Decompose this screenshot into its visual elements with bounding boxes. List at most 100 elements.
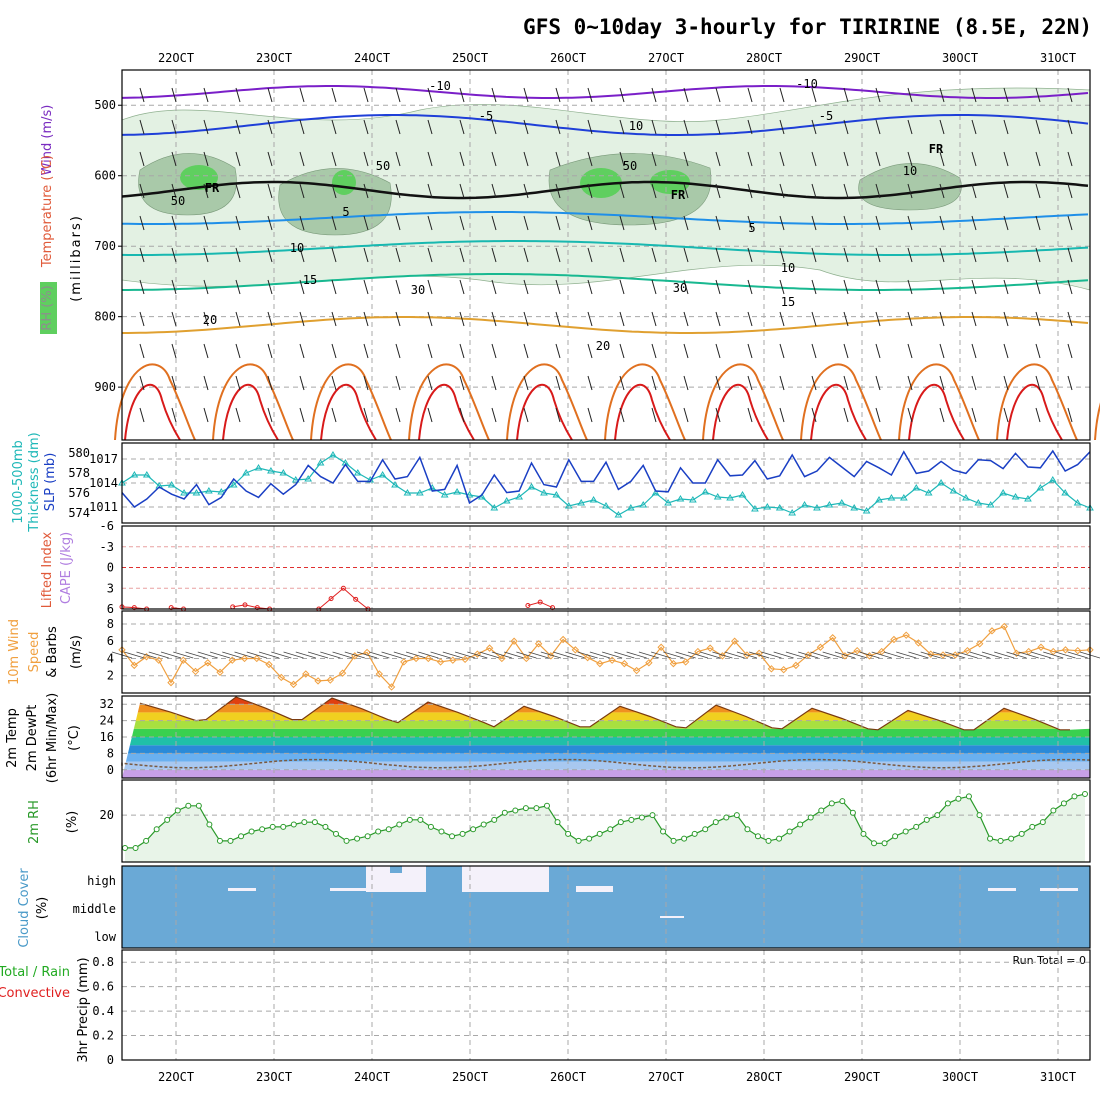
wind-barb [299,183,305,199]
rh-shade-70 [332,170,356,195]
wind-barb [1035,183,1041,199]
wind-barb [267,279,273,295]
temp-band [122,728,1090,737]
thickness-ylabel-1: 1000-500mb [11,440,26,524]
temp2m-ylabel-4: (°C) [67,725,82,751]
rh2m-point [691,830,698,837]
wind10m-ylabel-1: 10m Wind [7,619,22,685]
rh2m-point [322,823,329,830]
wind-barb [1035,311,1041,327]
wind-barb [577,651,598,659]
wind-speed-point [522,654,531,663]
wind-barb [171,279,177,295]
wind-speed-point [449,656,457,664]
wind-barb [258,651,280,659]
thickness-point [440,491,449,498]
cloud-gap [462,866,549,892]
lifted-index-point [537,599,543,605]
wind-tick: 2 [107,669,114,683]
wind-barb [683,407,689,423]
wind-barb [939,407,945,423]
wind-speed-point [400,658,408,666]
wind-barb [528,651,549,659]
wind-barb [523,247,529,263]
wind-barb [459,215,465,231]
rh-contour-label: 50 [376,159,390,173]
wind-barb [907,279,913,295]
thickness-point [577,499,586,506]
wind-speed-point [1000,622,1008,631]
wind-speed-point [424,654,433,663]
wind-barb [875,183,881,199]
rh2m-point [459,830,466,837]
wind-barb [712,651,733,659]
rh-ylabel: RH (%) [40,285,55,330]
isotherm-25-loop [604,363,686,441]
cloud-ylabel-1: Cloud Cover [17,868,32,948]
wind-barb [491,651,512,659]
wind-barb [700,651,721,659]
rh2m-point [997,837,1004,844]
wind-barb [1035,343,1041,359]
isotherm-label: -10 [796,77,818,91]
wind-barb [395,151,401,167]
wind-barb [171,375,177,391]
rh2m-point [586,835,593,842]
wind-barb [235,151,241,167]
wind-barb [203,311,209,327]
wind-barb [160,651,182,659]
bottom-date-label: 30OCT [942,1070,978,1084]
isotherm-30-loop [810,383,867,441]
wind-barb [363,343,369,359]
rh2m-point [944,800,951,807]
wind-barb [246,651,267,659]
wind-barb [619,151,625,167]
wind-barb [427,279,433,295]
wind-speed-point [277,673,285,682]
wind-barb [779,247,785,263]
isotherm-30-loop [712,383,769,441]
wind-barb [299,407,305,423]
wind-barb [811,87,817,103]
rh2m-point [470,826,477,833]
wind-barb [920,651,941,659]
rh2m-point [406,816,413,823]
cloud-gap [228,888,256,891]
wind-barb [491,215,497,231]
thickness-point [329,451,337,458]
isotherm-label: 15 [303,273,317,287]
rh2m-point [301,819,308,826]
thickness-point [589,496,598,503]
rh2m-point [290,821,297,828]
isotherm-label: 20 [203,313,217,327]
wind-barb [747,119,753,135]
top-date-label: 24OCT [354,51,390,65]
wind-barb [331,375,337,391]
wind-barb [663,651,684,659]
isotherm-25-loop [800,363,882,441]
rh2m-point [185,802,192,809]
wind-speed-point [204,659,212,667]
thickness-point [167,481,176,488]
isotherm-label: -10 [429,79,451,93]
wind-barb [203,247,209,263]
rh2m-point [195,802,202,809]
wind-barb [626,651,647,659]
wind-barb [1003,247,1009,263]
thickness-point [986,501,995,508]
wind-barb [331,119,337,135]
wind-barb [715,311,721,327]
rh2m-point [797,821,804,828]
rh2m-point [786,828,793,835]
top-date-label: 25OCT [452,51,488,65]
wind-barb [843,183,849,199]
thickness-point [788,509,797,516]
precip-ylabel: 3hr Precip (mm) [76,957,91,1062]
wind-barb [939,311,945,327]
wind-barb [957,651,978,659]
wind-barb [747,151,753,167]
wind-barb [715,279,721,295]
wind-barb [1003,87,1009,103]
wind-barb [555,119,561,135]
wind-barb [171,311,177,327]
